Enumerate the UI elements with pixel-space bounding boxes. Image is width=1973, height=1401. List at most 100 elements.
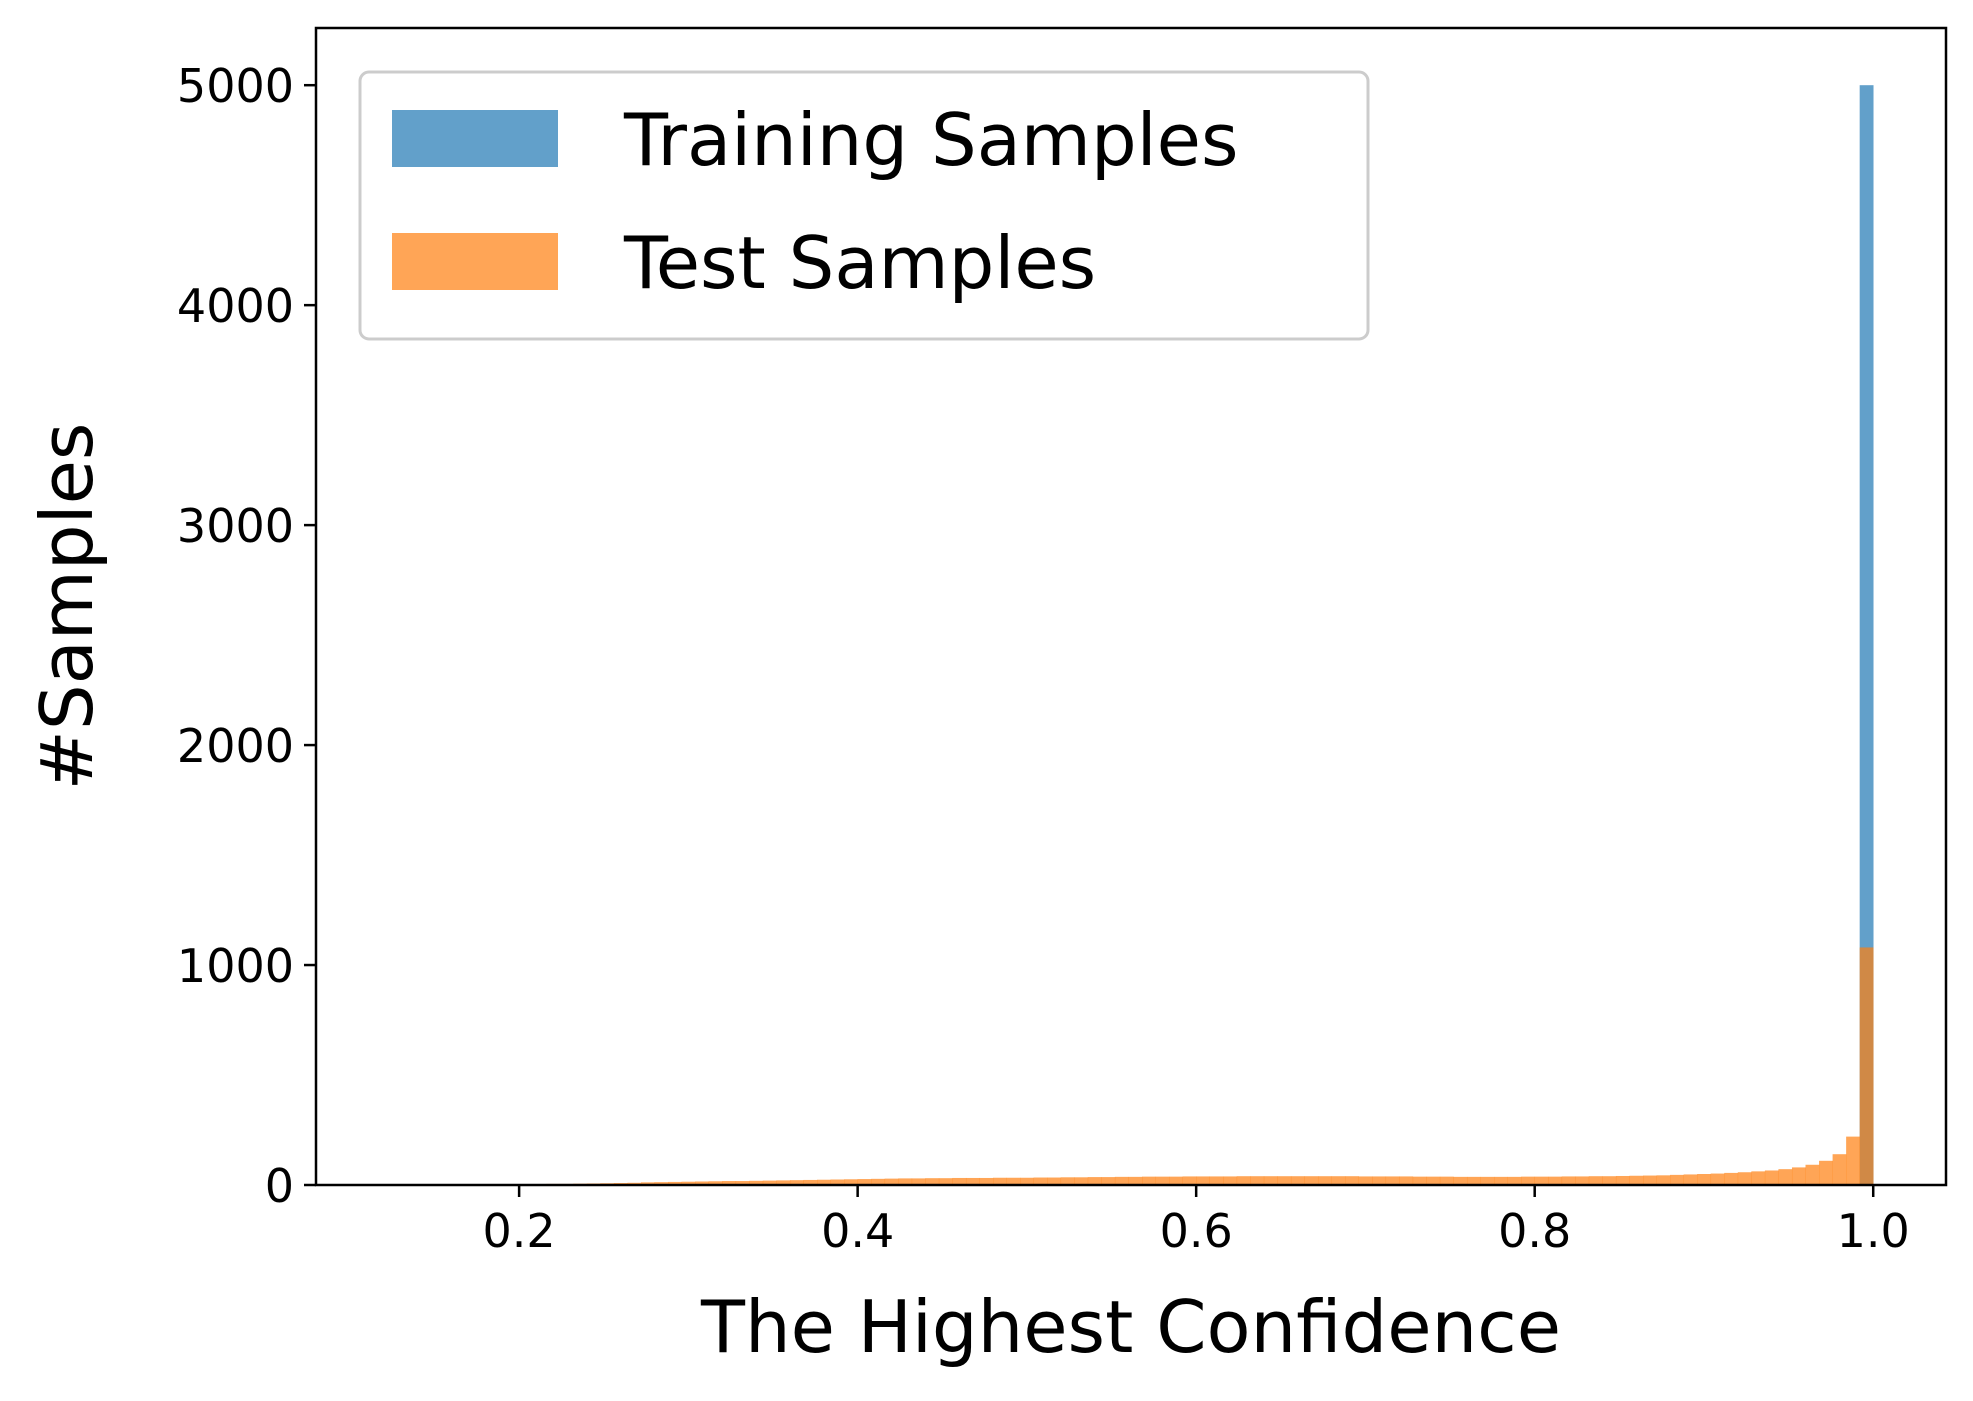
y-tick-label: 4000 xyxy=(177,279,294,333)
test-bar xyxy=(1602,1176,1617,1185)
test-bar xyxy=(1209,1176,1224,1185)
test-bar xyxy=(952,1177,967,1185)
test-bar xyxy=(681,1181,696,1185)
y-tick-label: 1000 xyxy=(177,939,294,993)
test-bar xyxy=(1832,1154,1847,1185)
test-bar xyxy=(1223,1176,1238,1185)
test-bar xyxy=(1561,1176,1576,1185)
test-bar xyxy=(735,1181,750,1185)
test-bar xyxy=(925,1178,940,1185)
test-bar xyxy=(1710,1173,1725,1185)
test-bar xyxy=(1521,1176,1535,1185)
test-bar xyxy=(1169,1176,1183,1185)
test-bar xyxy=(1615,1175,1630,1185)
test-bar xyxy=(1006,1177,1021,1185)
test-bar xyxy=(1439,1176,1454,1185)
test-bar xyxy=(1399,1176,1414,1185)
test-bar xyxy=(1290,1176,1305,1185)
x-tick-label: 0.2 xyxy=(483,1204,556,1258)
test-bar xyxy=(1791,1167,1806,1185)
test-bar xyxy=(1114,1176,1129,1185)
test-bar xyxy=(884,1178,899,1185)
test-bar xyxy=(979,1177,994,1185)
test-bar xyxy=(1101,1177,1116,1185)
test-bar xyxy=(1683,1174,1698,1185)
y-tick-label: 5000 xyxy=(177,59,294,113)
test-bar xyxy=(1426,1176,1441,1185)
x-axis-ticks: 0.2 0.4 0.6 0.8 1.0 xyxy=(483,1185,1910,1258)
test-bar xyxy=(1196,1176,1211,1185)
y-tick-label: 2000 xyxy=(177,719,294,773)
test-bar xyxy=(722,1181,737,1185)
legend-swatch-test xyxy=(392,233,558,290)
training-bar xyxy=(1859,85,1874,1186)
test-bar xyxy=(1737,1172,1752,1185)
y-axis-ticks: 0 1000 2000 3000 4000 5000 xyxy=(177,59,316,1213)
test-bar xyxy=(1494,1176,1508,1185)
test-bar xyxy=(640,1182,655,1185)
legend-box xyxy=(358,70,1370,341)
test-bar xyxy=(1074,1177,1089,1185)
test-bar xyxy=(1345,1176,1359,1185)
test-bar xyxy=(1643,1175,1657,1185)
test-bar xyxy=(1629,1175,1644,1185)
test-bar xyxy=(1277,1176,1292,1185)
test-bar xyxy=(1182,1176,1197,1185)
x-axis-label: The Highest Confidence xyxy=(700,1285,1561,1369)
test-bar xyxy=(1819,1160,1833,1185)
test-bar xyxy=(1128,1176,1143,1185)
test-bar xyxy=(1412,1176,1427,1185)
test-bar xyxy=(898,1178,913,1185)
test-bar xyxy=(1751,1171,1766,1185)
test-bar xyxy=(1453,1176,1468,1185)
test-bar xyxy=(1480,1176,1495,1185)
legend-swatch-training xyxy=(392,110,558,167)
test-bar xyxy=(830,1179,845,1185)
test-bar xyxy=(1656,1175,1671,1185)
legend-label-training: Training Samples xyxy=(623,98,1238,182)
test-bar xyxy=(1020,1177,1034,1185)
x-tick-label: 1.0 xyxy=(1837,1204,1910,1258)
test-bar xyxy=(1575,1176,1590,1185)
test-bar xyxy=(844,1179,858,1185)
test-bar xyxy=(708,1181,723,1185)
test-bar xyxy=(871,1178,886,1185)
test-bar xyxy=(1697,1174,1712,1185)
test-bar xyxy=(1250,1176,1265,1185)
training-bars xyxy=(1859,85,1874,1186)
test-bar xyxy=(1304,1176,1319,1185)
test-bar xyxy=(803,1179,818,1185)
test-bar xyxy=(1236,1176,1251,1185)
test-bar xyxy=(1155,1176,1170,1185)
test-bar xyxy=(668,1181,682,1185)
test-bar xyxy=(1033,1177,1048,1185)
legend: Training Samples Test Samples xyxy=(358,70,1370,341)
test-bar xyxy=(776,1180,791,1185)
test-bar xyxy=(1372,1176,1387,1185)
test-bar xyxy=(1588,1176,1603,1185)
test-bar xyxy=(1778,1169,1793,1185)
test-bar xyxy=(1142,1176,1156,1185)
test-bar xyxy=(1507,1176,1522,1185)
test-bar xyxy=(1724,1172,1739,1185)
legend-label-test: Test Samples xyxy=(623,221,1096,305)
x-tick-label: 0.8 xyxy=(1498,1204,1571,1258)
test-bar xyxy=(1846,1136,1860,1185)
test-bar xyxy=(789,1180,804,1185)
test-bar xyxy=(1060,1177,1075,1185)
test-bar xyxy=(1047,1177,1062,1185)
y-axis-label: #Samples xyxy=(25,423,109,791)
test-bar xyxy=(1670,1174,1684,1185)
test-bar xyxy=(762,1180,777,1185)
test-bar xyxy=(1859,947,1874,1185)
test-bar xyxy=(1805,1164,1820,1185)
test-bar xyxy=(1764,1170,1779,1185)
test-bar xyxy=(911,1178,926,1185)
test-bar xyxy=(993,1177,1007,1185)
test-bar xyxy=(1318,1176,1332,1185)
test-bar xyxy=(1466,1176,1481,1185)
test-bar xyxy=(654,1182,669,1185)
test-bars xyxy=(519,947,1874,1185)
x-tick-label: 0.4 xyxy=(821,1204,894,1258)
